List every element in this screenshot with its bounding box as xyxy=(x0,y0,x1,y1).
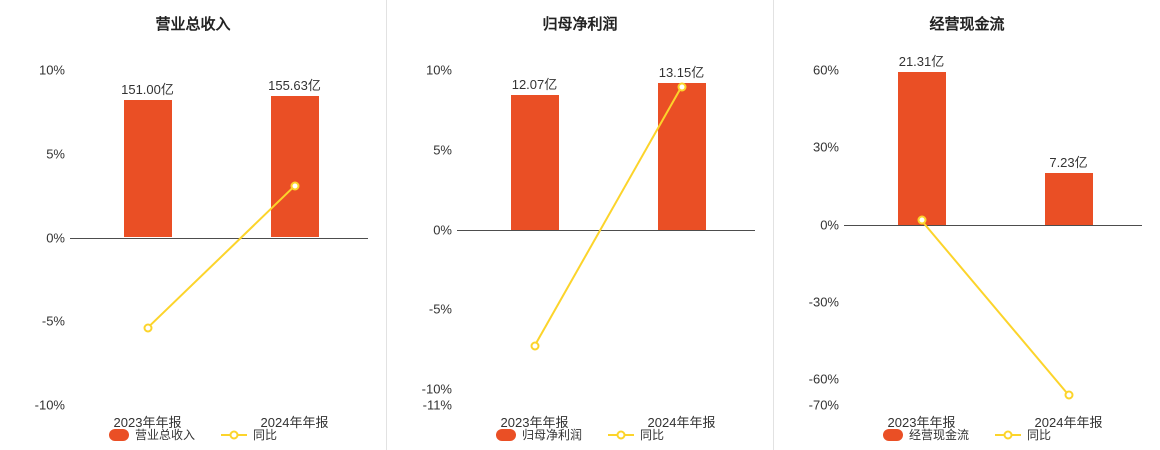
x-axis-label: 2023年年报 xyxy=(113,415,182,430)
chart-title: 营业总收入 xyxy=(155,16,231,33)
bar-value-label: 12.07亿 xyxy=(511,76,558,92)
zero-axis-line xyxy=(457,229,755,231)
chart-title: 经营现金流 xyxy=(929,16,1005,33)
bar-value-label: 151.00亿 xyxy=(121,82,174,98)
line-swatch-icon xyxy=(608,429,634,440)
chart-plot-net-profit: 10% 5% 0% -5% -10% -11% 12.07亿 2023年年报 13.15亿 202… xyxy=(422,63,755,430)
legend-item-line: 同比 xyxy=(608,426,664,443)
zero-axis-line xyxy=(844,224,1142,226)
y-axis-tick: -30% xyxy=(808,294,839,310)
bar-2024年年报 xyxy=(1044,172,1093,225)
bar-2023年年报 xyxy=(510,94,559,230)
line-swatch-icon xyxy=(221,429,247,440)
yoy-marker-icon xyxy=(143,323,152,333)
y-axis-tick: -10% xyxy=(34,397,65,413)
x-axis-label: 2024年年报 xyxy=(647,415,716,430)
y-axis-tick: 30% xyxy=(812,139,839,155)
bar-2023年年报 xyxy=(897,72,946,225)
chart-legend: 营业总收入 同比 xyxy=(0,426,386,443)
bar-value-label: 21.31亿 xyxy=(898,54,945,70)
y-axis-tick: 10% xyxy=(425,62,452,78)
y-axis-tick: 5% xyxy=(433,142,452,158)
chart-panel-net-profit: 归母净利润 10% 5% 0% -5% -10% -11% 12.07亿 2023年年报 13.… xyxy=(386,0,773,450)
y-axis-tick: 0% xyxy=(820,217,839,233)
bar-value-label: 13.15亿 xyxy=(658,64,705,80)
y-axis-tick: 10% xyxy=(38,62,65,78)
x-axis-label: 2023年年报 xyxy=(500,415,569,430)
y-axis-tick: -10% xyxy=(421,381,452,397)
bar-2024年年报 xyxy=(657,82,706,230)
legend-item-line: 同比 xyxy=(995,426,1051,443)
line-swatch-icon xyxy=(995,429,1021,440)
bar-swatch-icon xyxy=(108,428,129,441)
y-axis-tick: 0% xyxy=(46,230,65,245)
chart-plot-cash-flow: 60% 30% 0% -30% -60% -70% 21.31亿 2023年年报 7.23亿 20… xyxy=(809,54,1142,430)
bar-2024年年报 xyxy=(270,95,319,238)
yoy-line xyxy=(461,70,755,405)
chart-legend: 经营现金流 同比 xyxy=(774,426,1160,443)
bar-value-label: 7.23亿 xyxy=(1049,154,1088,170)
bar-swatch-icon xyxy=(882,428,903,441)
legend-label: 营业总收入 xyxy=(134,428,195,442)
yoy-line xyxy=(848,70,1142,405)
y-axis-tick: -5% xyxy=(428,301,452,317)
yoy-marker-icon xyxy=(530,341,539,351)
legend-label: 同比 xyxy=(640,428,665,442)
chart-panel-cash-flow: 经营现金流 60% 30% 0% -30% -60% -70% 21.31亿 2023年年报 7… xyxy=(773,0,1160,450)
chart-panel-revenue: 营业总收入 10% 5% 0% -5% -10% 151.00亿 2023年年报 155.63… xyxy=(0,0,386,450)
legend-item-bar: 归母净利润 xyxy=(495,426,582,443)
y-axis-tick: -60% xyxy=(808,371,839,387)
legend-item-bar: 经营现金流 xyxy=(882,426,969,443)
legend-label: 同比 xyxy=(253,428,278,442)
bar-value-label: 155.63亿 xyxy=(268,77,321,93)
bar-2023年年报 xyxy=(123,100,172,238)
legend-label: 经营现金流 xyxy=(908,428,969,442)
x-axis-label: 2024年年报 xyxy=(260,415,329,430)
legend-label: 归母净利润 xyxy=(521,428,582,442)
yoy-marker-icon xyxy=(1064,390,1073,400)
yoy-line xyxy=(74,70,368,405)
x-axis-label: 2024年年报 xyxy=(1034,415,1103,430)
y-axis-tick: -5% xyxy=(41,313,65,329)
yoy-marker-icon xyxy=(677,82,686,92)
x-axis-label: 2023年年报 xyxy=(887,415,956,430)
y-axis-tick: 60% xyxy=(812,62,839,78)
y-axis-tick: 5% xyxy=(46,146,65,162)
chart-legend: 归母净利润 同比 xyxy=(387,426,773,443)
legend-item-line: 同比 xyxy=(221,426,277,443)
y-axis-tick: 0% xyxy=(433,222,452,238)
zero-axis-line xyxy=(70,237,368,239)
chart-plot-revenue: 10% 5% 0% -5% -10% 151.00亿 2023年年报 155.63亿 2024年… xyxy=(35,63,368,430)
y-axis-tick: -11% xyxy=(422,397,452,413)
legend-label: 同比 xyxy=(1027,428,1052,442)
chart-title: 归母净利润 xyxy=(542,16,618,33)
yoy-marker-icon xyxy=(917,215,926,225)
yoy-marker-icon xyxy=(290,181,299,191)
legend-item-bar: 营业总收入 xyxy=(108,426,195,443)
bar-swatch-icon xyxy=(495,428,516,441)
y-axis-tick: -70% xyxy=(808,397,839,413)
